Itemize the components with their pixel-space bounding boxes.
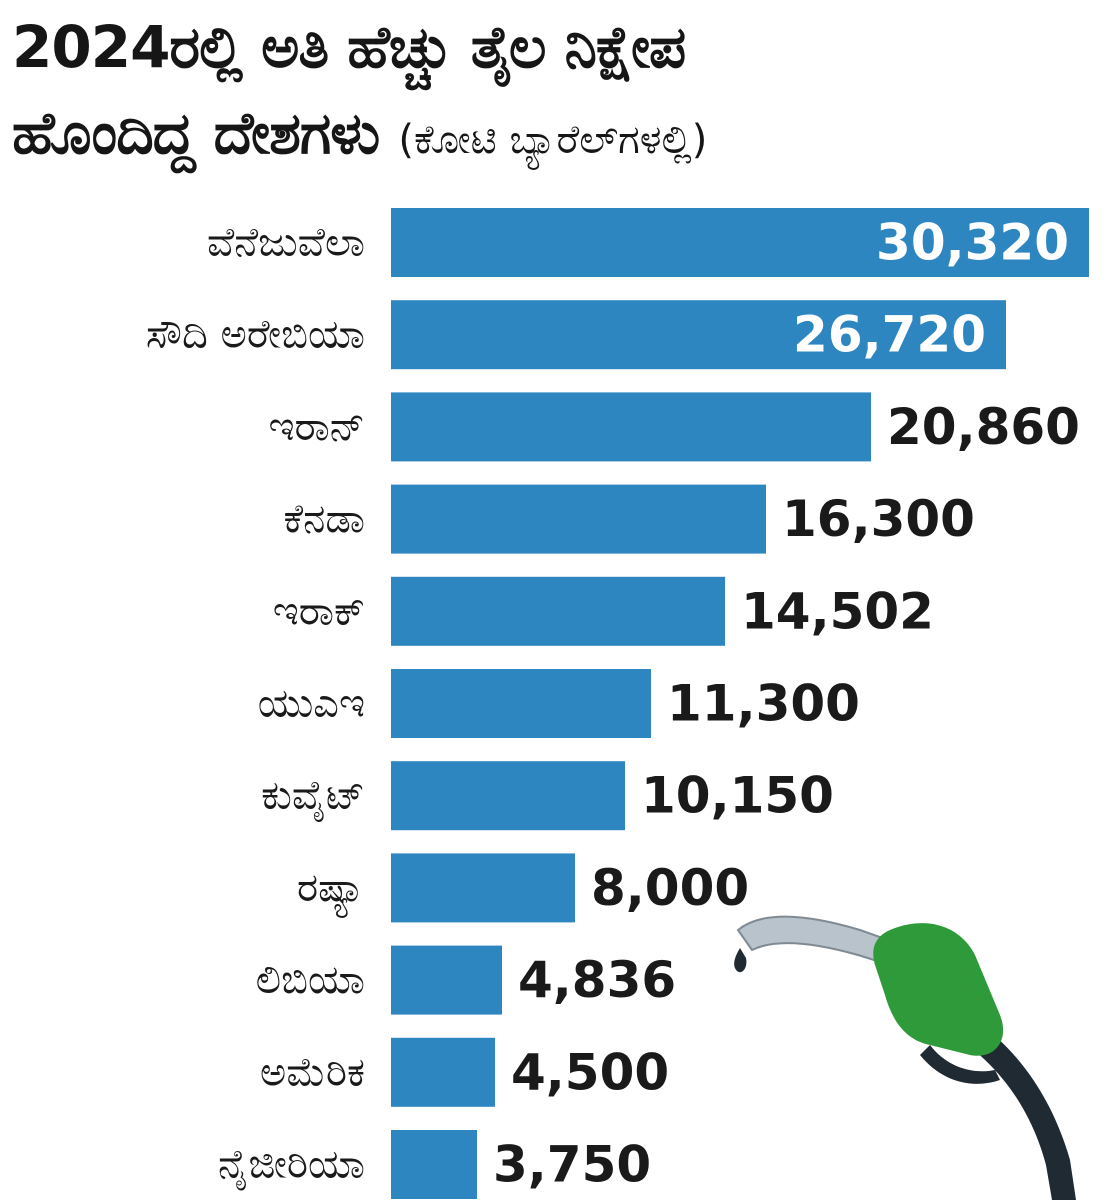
chart-title: 2024ರಲ್ಲಿ ಅತಿ ಹೆಚ್ಚು ತೈಲ ನಿಕ್ಷೇಪ ಹೊಂದಿದ್… — [12, 4, 1102, 183]
nozzle-trigger — [920, 1045, 1000, 1084]
value-label: 14,502 — [741, 582, 934, 640]
bar-row: ಲಿಬಿಯಾ 4,836 — [256, 945, 676, 1015]
bar-row: ಇರಾನ್ 20,860 — [269, 392, 1080, 462]
value-label: 10,150 — [641, 767, 834, 825]
category-label: ಅಮೆರಿಕ — [260, 1049, 365, 1095]
category-label: ಯುಎಇ — [258, 681, 365, 727]
value-label: 4,836 — [518, 951, 676, 1009]
bar-row: ಕುವೈಟ್ 10,150 — [261, 761, 834, 831]
fuel-drop — [734, 948, 747, 973]
bar — [391, 1130, 477, 1199]
nozzle-body — [873, 923, 1004, 1056]
value-label: 16,300 — [782, 490, 975, 548]
title-line-2-text: ಹೊಂದಿದ್ದ ದೇಶಗಳು — [12, 99, 380, 167]
bar-row: ರಷ್ಯಾ 8,000 — [297, 853, 749, 923]
bars-layer: ವೆನೆಜುವೆಲಾ 30,320 ಸೌದಿ ಅರೇಬಿಯಾ 26,720 ಇರಾನ್ 2… — [146, 208, 1089, 1199]
bar — [391, 484, 766, 554]
value-label: 4,500 — [511, 1043, 669, 1101]
category-label: ಕುವೈಟ್ — [261, 773, 365, 822]
category-label: ರಷ್ಯಾ — [297, 865, 365, 918]
category-label: ಸೌದಿ ಅರೇಬಿಯಾ — [146, 312, 365, 358]
bar-row: ಕೆನಡಾ 16,300 — [284, 484, 975, 554]
bar-row: ವೆನೆಜುವೆಲಾ 30,320 — [207, 208, 1089, 277]
fuel-nozzle-icon — [734, 915, 1076, 1200]
bar-row: ಸೌದಿ ಅರೇಬಿಯಾ 26,720 — [146, 300, 1006, 370]
category-label: ಇರಾನ್ — [269, 404, 365, 450]
bar — [391, 576, 725, 646]
bar — [391, 945, 502, 1015]
value-label: 20,860 — [887, 398, 1080, 456]
value-label: 26,720 — [793, 306, 986, 364]
bar — [391, 669, 651, 738]
bar-row: ಅಮೆರಿಕ 4,500 — [260, 1037, 669, 1107]
category-label: ಕೆನಡಾ — [284, 496, 365, 542]
value-label: 30,320 — [876, 214, 1069, 272]
value-label: 3,750 — [493, 1136, 651, 1194]
value-label: 8,000 — [591, 859, 749, 917]
category-label: ಲಿಬಿಯಾ — [256, 957, 365, 1003]
bar — [391, 392, 871, 462]
title-line-2: ಹೊಂದಿದ್ದ ದೇಶಗಳು (ಕೋಟಿ ಬ್ಯಾರೆಲ್‌ಗಳಲ್ಲಿ) — [12, 90, 1102, 183]
bar — [391, 208, 1089, 277]
bar — [391, 853, 575, 923]
bar — [391, 761, 625, 831]
category-label: ವೆನೆಜುವೆಲಾ — [207, 220, 365, 266]
category-label: ಇರಾಕ್ — [273, 588, 365, 634]
value-label: 11,300 — [667, 675, 860, 733]
bar — [391, 300, 1006, 370]
title-line-1: 2024ರಲ್ಲಿ ಅತಿ ಹೆಚ್ಚು ತೈಲ ನಿಕ್ಷೇಪ — [12, 13, 686, 81]
category-label: ನೈಜೀರಿಯಾ — [218, 1142, 365, 1191]
title-unit: (ಕೋಟಿ ಬ್ಯಾರೆಲ್‌ಗಳಲ್ಲಿ) — [398, 117, 708, 163]
bar-row: ಇರಾಕ್ 14,502 — [273, 576, 934, 646]
bar-row: ಯುಎಇ 11,300 — [258, 669, 860, 738]
bar-row: ನೈಜೀರಿಯಾ 3,750 — [218, 1130, 651, 1199]
bar — [391, 1037, 495, 1107]
nozzle-hose — [948, 1010, 1076, 1200]
